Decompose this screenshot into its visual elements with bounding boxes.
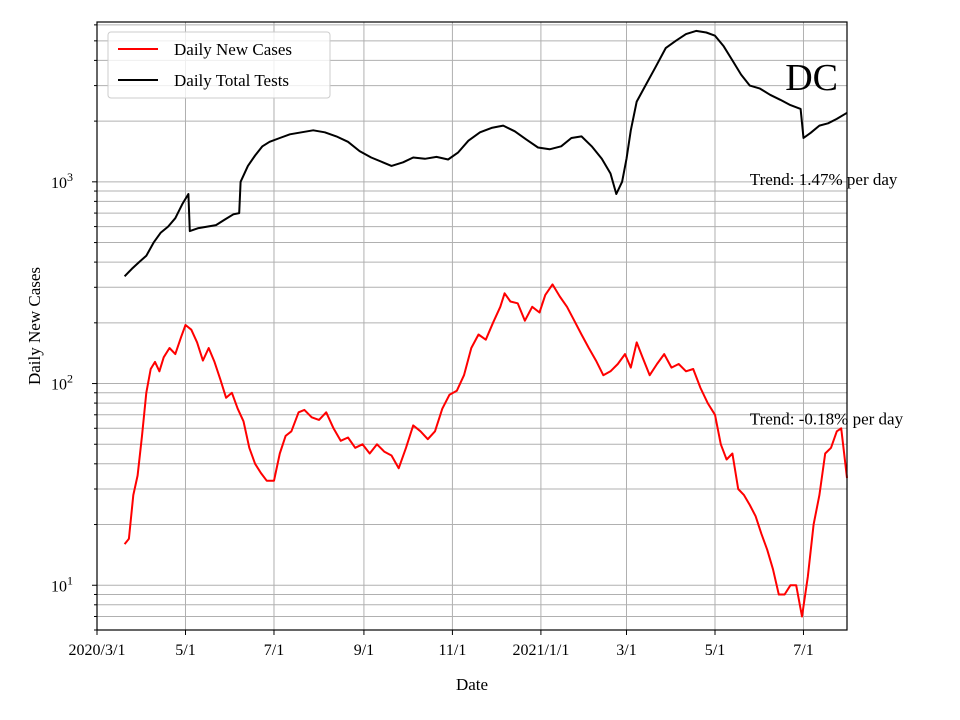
legend-box [107,31,331,99]
x-tick-label: 7/1 [793,642,813,659]
x-tick-label: 7/1 [264,642,284,659]
grid [96,22,847,631]
y-tick-label: 102 [51,372,73,394]
series-layer [123,29,848,618]
axis-ticks: 2020/3/1 5/1 7/1 9/1 11/1 2021/1/1 3/1 5/1 7/1 10… [51,24,814,659]
x-tick-label: 2020/3/1 [69,642,126,659]
y-axis-label: Daily New Cases [25,267,44,385]
series-line-cases [123,283,848,618]
legend: Daily New Cases Daily Total Tests [107,31,331,99]
legend-label-tests: Daily Total Tests [174,71,289,90]
legend-label-cases: Daily New Cases [174,40,292,59]
x-tick-label: 2021/1/1 [512,642,569,659]
x-tick-label: 9/1 [354,642,374,659]
y-tick-label: 103 [51,170,73,192]
trend-annotation: Trend: -0.18% per day [750,409,904,428]
x-tick-label: 5/1 [175,642,195,659]
series-line-tests [123,29,848,277]
y-tick-label: 101 [51,573,73,595]
x-axis-label: Date [456,675,488,694]
x-tick-label: 3/1 [616,642,636,659]
annotations: Trend: 1.47% per day Trend: -0.18% per da… [750,170,904,428]
plot-frame [96,21,848,631]
region-label: DC [785,57,838,99]
trend-annotation: Trend: 1.47% per day [750,170,898,189]
x-tick-label: 11/1 [438,642,466,659]
x-tick-label: 5/1 [705,642,725,659]
